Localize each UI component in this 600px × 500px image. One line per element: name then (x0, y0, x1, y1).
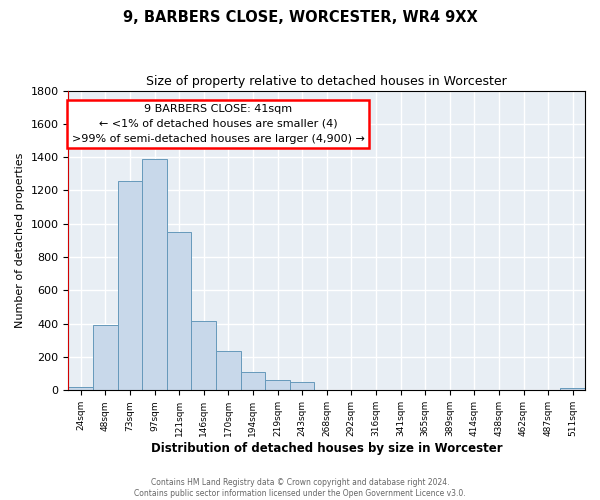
Bar (118, 182, 142, 390)
Bar (216, 351, 241, 391)
X-axis label: Distribution of detached houses by size in Worcester: Distribution of detached houses by size … (151, 442, 503, 455)
Bar (142, 159, 167, 390)
Bar (241, 372, 265, 390)
Bar (290, 382, 314, 390)
Bar (93, 326, 118, 390)
Text: Contains HM Land Registry data © Crown copyright and database right 2024.
Contai: Contains HM Land Registry data © Crown c… (134, 478, 466, 498)
Bar (191, 321, 216, 390)
Bar (560, 388, 585, 390)
Text: 9 BARBERS CLOSE: 41sqm
← <1% of detached houses are smaller (4)
>99% of semi-det: 9 BARBERS CLOSE: 41sqm ← <1% of detached… (72, 104, 365, 144)
Bar (265, 380, 290, 390)
Y-axis label: Number of detached properties: Number of detached properties (15, 153, 25, 328)
Text: 9, BARBERS CLOSE, WORCESTER, WR4 9XX: 9, BARBERS CLOSE, WORCESTER, WR4 9XX (122, 10, 478, 25)
Bar (167, 232, 191, 390)
Bar (68, 387, 93, 390)
Title: Size of property relative to detached houses in Worcester: Size of property relative to detached ho… (146, 75, 507, 88)
